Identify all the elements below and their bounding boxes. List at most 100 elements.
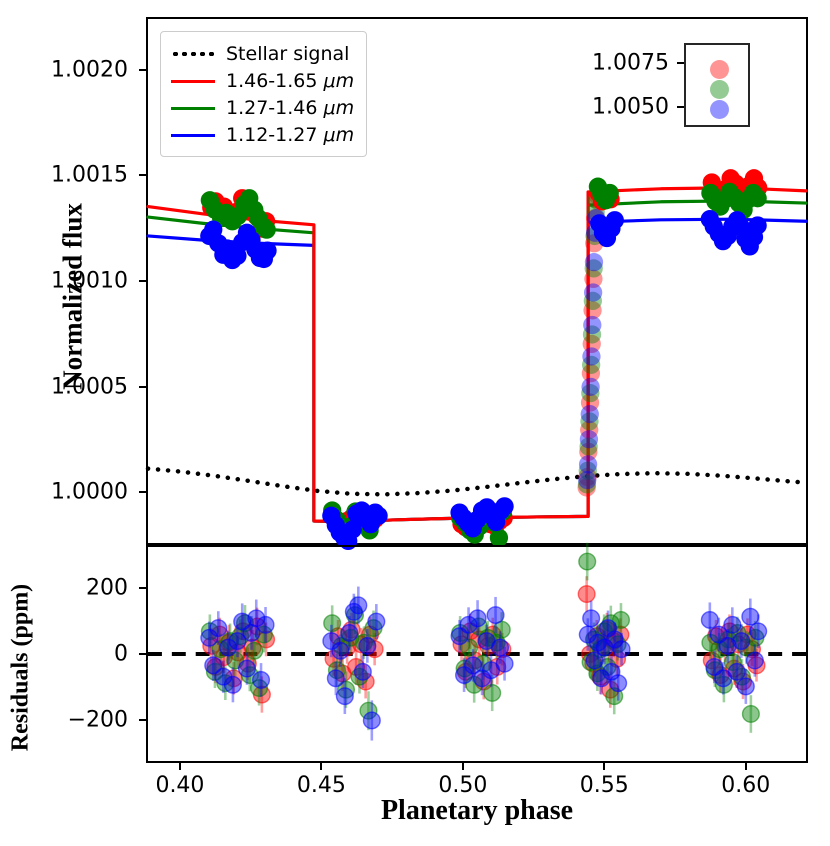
flux-data-point: [584, 259, 603, 278]
flux-data-point: [748, 189, 767, 208]
residual-data-point: [468, 609, 487, 628]
residual-data-point: [200, 628, 219, 647]
residual-data-point: [714, 675, 733, 694]
stellar-signal-curve: [145, 466, 809, 497]
residual-data-point: [719, 630, 738, 649]
flux-data-point: [578, 467, 597, 487]
y-tick-mark: [139, 174, 146, 177]
residual-data-point: [605, 630, 624, 649]
main-plot-axes: [145, 17, 809, 551]
residual-data-point: [723, 615, 742, 634]
residual-data-point: [340, 623, 359, 642]
flux-data-point: [581, 377, 600, 396]
data-point-group: [700, 169, 768, 256]
secondary-y-tick-mark: [677, 62, 684, 64]
x-axis-title: Planetary phase: [380, 795, 574, 826]
residual-data-point: [745, 651, 764, 670]
residual-data-point: [582, 609, 601, 628]
residual-data-point: [483, 683, 502, 702]
flux-data-point: [583, 301, 602, 320]
y-tick-mark: [139, 280, 146, 282]
residual-data-point: [336, 680, 356, 699]
flux-data-point: [258, 241, 277, 260]
flux-data-point: [579, 437, 598, 456]
residual-data-point: [486, 606, 505, 625]
flux-data-point: [578, 455, 598, 474]
x-tick-mark: [603, 763, 606, 770]
flux-data-point: [582, 355, 601, 374]
residual-data-point: [464, 656, 483, 675]
residuals-plot-axes: [146, 542, 808, 763]
flux-data-point: [578, 470, 597, 490]
x-tick-label: 0.40: [155, 773, 205, 798]
residual-data-point: [245, 641, 264, 660]
residual-data-point: [256, 615, 275, 634]
y-tick-label: 1.0010: [51, 268, 128, 294]
residual-data-point: [727, 662, 746, 681]
data-point-group: [588, 177, 624, 248]
x-tick-mark: [744, 763, 747, 770]
legend-item[interactable]: Stellar signal: [171, 40, 354, 67]
residual-data-point: [592, 669, 611, 688]
y-tick-label: 1.0000: [51, 479, 128, 505]
flux-data-point: [343, 520, 362, 539]
x-tick-label: 0.45: [296, 773, 346, 798]
legend-item[interactable]: 1.12-1.27 μm: [171, 121, 354, 148]
residual-data-point: [221, 632, 240, 650]
flux-data-point: [605, 211, 624, 230]
residual-data-point: [358, 636, 377, 655]
flux-data-point: [580, 420, 599, 439]
flux-data-point: [369, 506, 388, 525]
residual-data-point: [353, 662, 372, 681]
residual-data-point: [741, 705, 760, 723]
residual-data-point: [700, 611, 719, 629]
residuals-y-tick-label: 200: [86, 575, 128, 601]
data-point-group: [200, 189, 277, 270]
residual-data-point: [362, 711, 381, 730]
residual-data-point: [335, 687, 354, 706]
residual-data-point: [209, 619, 228, 637]
residual-data-point: [723, 653, 742, 672]
marker-legend: [684, 43, 750, 127]
residual-data-point: [749, 622, 768, 641]
x-tick-mark: [320, 763, 323, 770]
x-tick-label: 0.50: [438, 773, 488, 798]
y-tick-label: 1.0015: [51, 162, 128, 188]
flux-data-point: [580, 404, 599, 424]
flux-data-point: [582, 325, 602, 344]
legend-item-label: 1.27-1.46 μm: [226, 96, 355, 119]
flux-data-point: [583, 291, 603, 311]
legend-item-label: Stellar signal: [226, 42, 350, 65]
legend-item[interactable]: 1.46-1.65 μm: [171, 67, 354, 94]
residuals-y-tick-label: −200: [67, 707, 128, 733]
residuals-y-tick-mark: [139, 586, 146, 589]
residual-data-point: [577, 585, 596, 603]
residual-point-group: [322, 586, 386, 741]
legend-item[interactable]: 1.27-1.46 μm: [171, 94, 354, 121]
residual-data-point: [491, 638, 510, 657]
flux-data-point: [583, 315, 602, 335]
data-point-group: [322, 501, 388, 551]
y-tick-mark: [139, 385, 146, 388]
residual-data-point: [732, 667, 751, 686]
flux-data-point: [579, 442, 598, 461]
residuals-y-tick-label: 0: [114, 641, 128, 667]
secondary-y-tick-label: 1.0075: [592, 50, 669, 76]
residual-data-point: [322, 632, 341, 650]
flux-data-point: [577, 478, 596, 497]
residual-data-point: [352, 635, 371, 654]
secondary-y-tick-mark: [677, 106, 684, 108]
residual-data-point: [609, 674, 628, 693]
residual-data-point: [219, 638, 238, 657]
blue-line-icon: [171, 127, 215, 143]
residual-data-point: [247, 609, 266, 628]
main-plot-canvas: [145, 169, 809, 551]
x-tick-mark: [461, 763, 464, 770]
flux-data-point: [489, 528, 509, 547]
residual-data-point: [495, 654, 514, 673]
dotted-line-icon: [171, 46, 215, 62]
y-tick-mark: [139, 491, 146, 494]
flux-data-point: [600, 183, 619, 203]
flux-data-point: [583, 283, 603, 302]
